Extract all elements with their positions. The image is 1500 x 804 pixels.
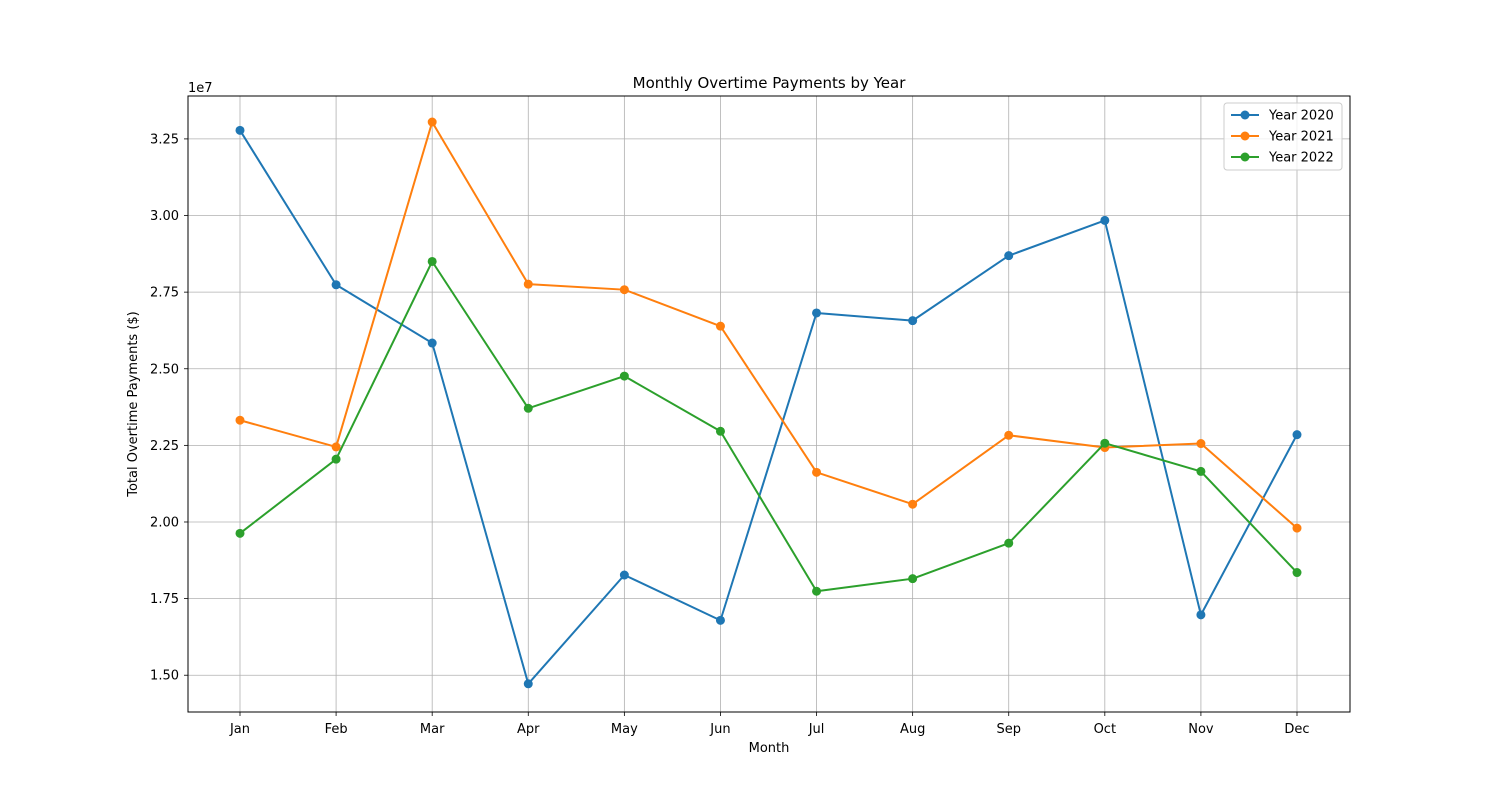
grid [188, 96, 1350, 712]
legend-label: Year 2022 [1268, 151, 1334, 166]
data-point [908, 574, 918, 584]
series-line [239, 260, 1298, 593]
data-point [619, 285, 629, 295]
data-point [619, 371, 629, 381]
series-line [239, 121, 1298, 529]
x-tick-label: Jul [808, 722, 825, 737]
x-tick-label: Aug [900, 722, 925, 737]
x-tick-label: Feb [325, 722, 348, 737]
x-tick-label: Apr [517, 722, 540, 737]
legend-marker [1240, 110, 1250, 120]
data-point [427, 338, 437, 348]
data-point [812, 467, 822, 477]
data-point [235, 125, 245, 135]
data-point [1196, 610, 1206, 620]
data-point [523, 279, 533, 289]
y-tick-label: 1.75 [150, 592, 179, 607]
data-point [523, 403, 533, 413]
data-point [908, 316, 918, 326]
x-tick-label: Jan [229, 722, 250, 737]
x-tick-label: Nov [1188, 722, 1214, 737]
x-tick-label: Mar [420, 722, 445, 737]
legend-label: Year 2021 [1268, 130, 1334, 145]
y-tick-label: 2.25 [150, 439, 179, 454]
series-line [239, 129, 1298, 685]
axis-ticks: Jan Feb Mar Apr May Jun Jul Aug Sep Oct Nov Dec 1.50… [150, 132, 1310, 737]
data-point [331, 442, 341, 452]
data-point [715, 615, 725, 625]
legend-marker [1240, 131, 1250, 141]
y-tick-label: 1.50 [150, 669, 179, 684]
data-point [619, 570, 629, 580]
data-point [1004, 430, 1014, 440]
y-tick-label: 3.25 [150, 132, 179, 147]
data-point [1100, 438, 1110, 448]
data-point [1100, 215, 1110, 225]
data-point [427, 256, 437, 266]
legend-box [1223, 102, 1343, 171]
data-point [1292, 430, 1302, 440]
y-tick-label: 2.75 [150, 286, 179, 301]
y-axis-offset-text: 1e7 [188, 81, 213, 96]
x-tick-label: Sep [996, 722, 1021, 737]
y-tick-label: 2.00 [150, 515, 179, 530]
data-point [1292, 568, 1302, 578]
x-tick-label: Dec [1284, 722, 1309, 737]
series-year-2022 [235, 256, 1302, 596]
legend-entry: Year 2022 [1231, 151, 1334, 166]
x-tick-label: Jun [709, 722, 730, 737]
y-tick-label: 2.50 [150, 362, 179, 377]
data-point [1292, 523, 1302, 533]
legend-entry: Year 2020 [1231, 109, 1334, 124]
data-point [235, 528, 245, 538]
x-tick-label: May [611, 722, 638, 737]
plot-series [235, 117, 1302, 689]
data-point [1004, 251, 1014, 261]
y-axis-label: Total Overtime Payments ($) [126, 311, 141, 498]
y-tick-label: 3.00 [150, 209, 179, 224]
data-point [331, 454, 341, 464]
legend-entry: Year 2021 [1231, 130, 1334, 145]
data-point [427, 117, 437, 127]
series-year-2020 [235, 125, 1302, 689]
legend-marker [1240, 152, 1250, 162]
chart-title: Monthly Overtime Payments by Year [633, 74, 907, 92]
data-point [1004, 538, 1014, 548]
data-point [235, 415, 245, 425]
series-year-2021 [235, 117, 1302, 533]
data-point [812, 586, 822, 596]
data-point [812, 308, 822, 318]
data-point [1196, 439, 1206, 449]
data-point [1196, 466, 1206, 476]
legend: Year 2020 Year 2021 Year 2022 [1223, 102, 1343, 171]
legend-entries: Year 2020 Year 2021 Year 2022 [1231, 109, 1334, 166]
data-point [523, 679, 533, 689]
data-point [715, 426, 725, 436]
data-point [715, 321, 725, 331]
x-axis-label: Month [749, 741, 790, 756]
data-point [331, 280, 341, 290]
legend-label: Year 2020 [1268, 109, 1334, 124]
plot-frame [187, 95, 1351, 713]
data-point [908, 499, 918, 509]
x-tick-label: Oct [1094, 722, 1116, 737]
